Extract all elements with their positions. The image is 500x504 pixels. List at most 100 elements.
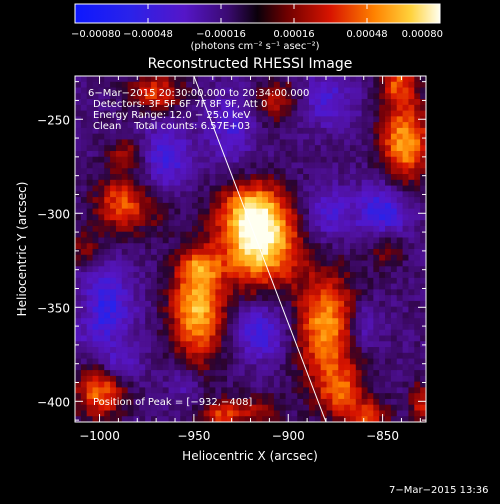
heatmap-cell: [121, 145, 129, 152]
heatmap-cell: [115, 300, 123, 308]
heatmap-cell: [215, 116, 222, 123]
heatmap-cell: [344, 208, 351, 215]
heatmap-cell: [238, 277, 246, 285]
heatmap-cell: [139, 139, 146, 146]
heatmap-cell: [256, 393, 263, 400]
heatmap-cell: [80, 197, 88, 204]
heatmap-cell: [402, 202, 410, 210]
heatmap-cell: [203, 364, 211, 371]
heatmap-cell: [390, 122, 398, 129]
heatmap-cell: [110, 249, 117, 256]
heatmap-cell: [344, 185, 351, 192]
heatmap-cell: [221, 93, 228, 100]
heatmap-cell: [121, 254, 129, 262]
heatmap-cell: [297, 295, 304, 302]
heatmap-cell: [332, 122, 339, 129]
heatmap-cell: [180, 272, 187, 279]
heatmap-cell: [273, 214, 281, 221]
heatmap-cell: [396, 87, 404, 94]
heatmap-cell: [285, 174, 293, 181]
heatmap-cell: [139, 318, 146, 325]
heatmap-cell: [92, 202, 99, 210]
heatmap-cell: [238, 312, 246, 319]
heatmap-cell: [238, 191, 246, 198]
heatmap-cell: [250, 381, 257, 388]
heatmap-cell: [115, 174, 123, 181]
heatmap-cell: [180, 323, 187, 331]
heatmap-cell: [396, 393, 404, 400]
heatmap-cell: [256, 179, 263, 187]
heatmap-cell: [390, 295, 398, 302]
heatmap-cell: [98, 185, 105, 192]
heatmap-cell: [227, 370, 234, 377]
heatmap-cell: [168, 341, 176, 348]
heatmap-cell: [320, 110, 328, 117]
heatmap-cell: [156, 110, 164, 117]
heatmap-cell: [262, 352, 269, 360]
heatmap-cell: [168, 416, 176, 422]
heatmap-cell: [385, 231, 392, 239]
heatmap-cell: [420, 81, 426, 89]
heatmap-cell: [133, 76, 140, 83]
heatmap-cell: [349, 87, 357, 94]
heatmap-cell: [291, 179, 298, 187]
heatmap-cell: [192, 87, 199, 94]
heatmap-cell: [349, 358, 357, 365]
heatmap-cell: [268, 272, 275, 279]
heatmap-cell: [309, 300, 316, 308]
heatmap-cell: [174, 243, 181, 250]
heatmap-cell: [139, 370, 146, 377]
heatmap-cell: [373, 191, 380, 198]
heatmap-cell: [133, 306, 140, 314]
heatmap-cell: [80, 335, 88, 342]
heatmap-cell: [168, 323, 176, 331]
heatmap-cell: [355, 335, 363, 342]
heatmap-cell: [156, 289, 164, 296]
heatmap-cell: [367, 387, 374, 394]
heatmap-cell: [309, 254, 316, 262]
heatmap-cell: [420, 139, 426, 146]
heatmap-cell: [338, 312, 345, 319]
heatmap-cell: [414, 208, 421, 215]
heatmap-cell: [168, 306, 176, 314]
heatmap-cell: [174, 237, 181, 244]
heatmap-cell: [162, 179, 170, 187]
heatmap-cell: [402, 416, 410, 422]
heatmap-cell: [192, 352, 199, 360]
heatmap-cell: [379, 220, 386, 227]
heatmap-cell: [156, 387, 164, 394]
heatmap-cell: [314, 335, 322, 342]
heatmap-cell: [92, 208, 99, 215]
heatmap-cell: [373, 352, 380, 360]
heatmap-cell: [338, 277, 345, 285]
heatmap-cell: [285, 231, 293, 239]
heatmap-cell: [268, 208, 275, 215]
heatmap-cell: [121, 283, 129, 290]
heatmap-cell: [297, 277, 304, 285]
heatmap-cell: [273, 127, 281, 135]
heatmap-cell: [408, 133, 415, 141]
heatmap-cell: [92, 127, 99, 135]
heatmap-cell: [244, 295, 252, 302]
heatmap-cell: [385, 416, 392, 422]
heatmap-cell: [75, 243, 82, 250]
heatmap-cell: [273, 295, 281, 302]
heatmap-cell: [92, 312, 99, 319]
heatmap-cell: [320, 202, 328, 210]
heatmap-cell: [244, 266, 252, 273]
heatmap-cell: [361, 185, 369, 192]
heatmap-cell: [151, 416, 158, 422]
heatmap-cell: [180, 76, 187, 83]
heatmap-cell: [221, 156, 228, 164]
heatmap-cell: [414, 254, 421, 262]
heatmap-cell: [86, 99, 94, 106]
heatmap-cell: [221, 272, 228, 279]
heatmap-cell: [344, 347, 351, 354]
heatmap-cell: [420, 220, 426, 227]
heatmap-cell: [156, 76, 164, 83]
heatmap-cell: [145, 220, 152, 227]
heatmap-cell: [390, 214, 398, 221]
heatmap-cell: [209, 410, 216, 417]
heatmap-cell: [314, 208, 322, 215]
heatmap-cell: [75, 145, 82, 152]
